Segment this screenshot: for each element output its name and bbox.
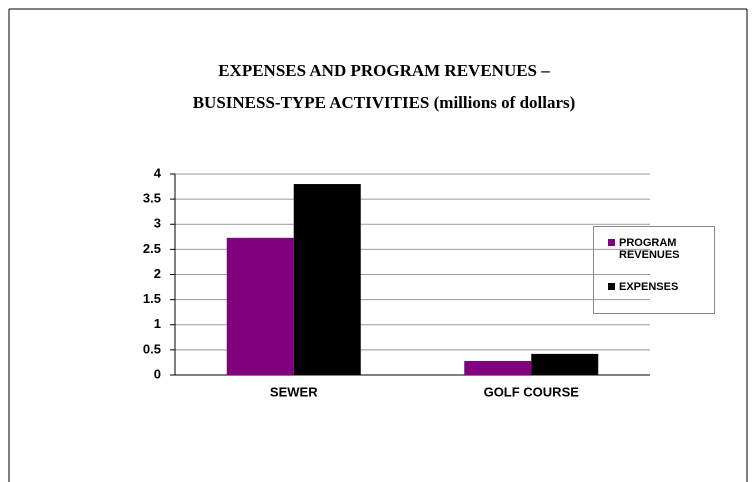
legend: PROGRAM REVENUES EXPENSES [593,226,715,314]
legend-item: PROGRAM REVENUES [608,237,708,261]
y-tick-label: 2.5 [143,241,161,256]
legend-label: EXPENSES [619,281,679,293]
chart-title: BUSINESS-TYPE ACTIVITIES (millions of do… [193,93,576,112]
legend-swatch [608,283,615,290]
legend-label: PROGRAM REVENUES [619,237,680,261]
bar [226,237,294,375]
y-tick-label: 2 [154,266,161,281]
y-tick-label: 1.5 [143,291,161,306]
bar [531,353,599,375]
y-tick-label: 3 [154,216,161,231]
legend-item: EXPENSES [608,281,708,293]
legend-swatch [608,239,615,246]
y-tick-label: 4 [154,165,162,180]
y-tick-label: 1 [154,316,161,331]
chart-title: EXPENSES AND PROGRAM REVENUES – [218,61,550,80]
bar [293,184,361,375]
x-tick-label: GOLF COURSE [484,384,580,399]
x-tick-label: SEWER [270,384,318,399]
bar [464,360,532,375]
y-tick-label: 0.5 [143,341,161,356]
y-tick-label: 0 [154,366,161,381]
y-tick-label: 3.5 [143,191,161,206]
